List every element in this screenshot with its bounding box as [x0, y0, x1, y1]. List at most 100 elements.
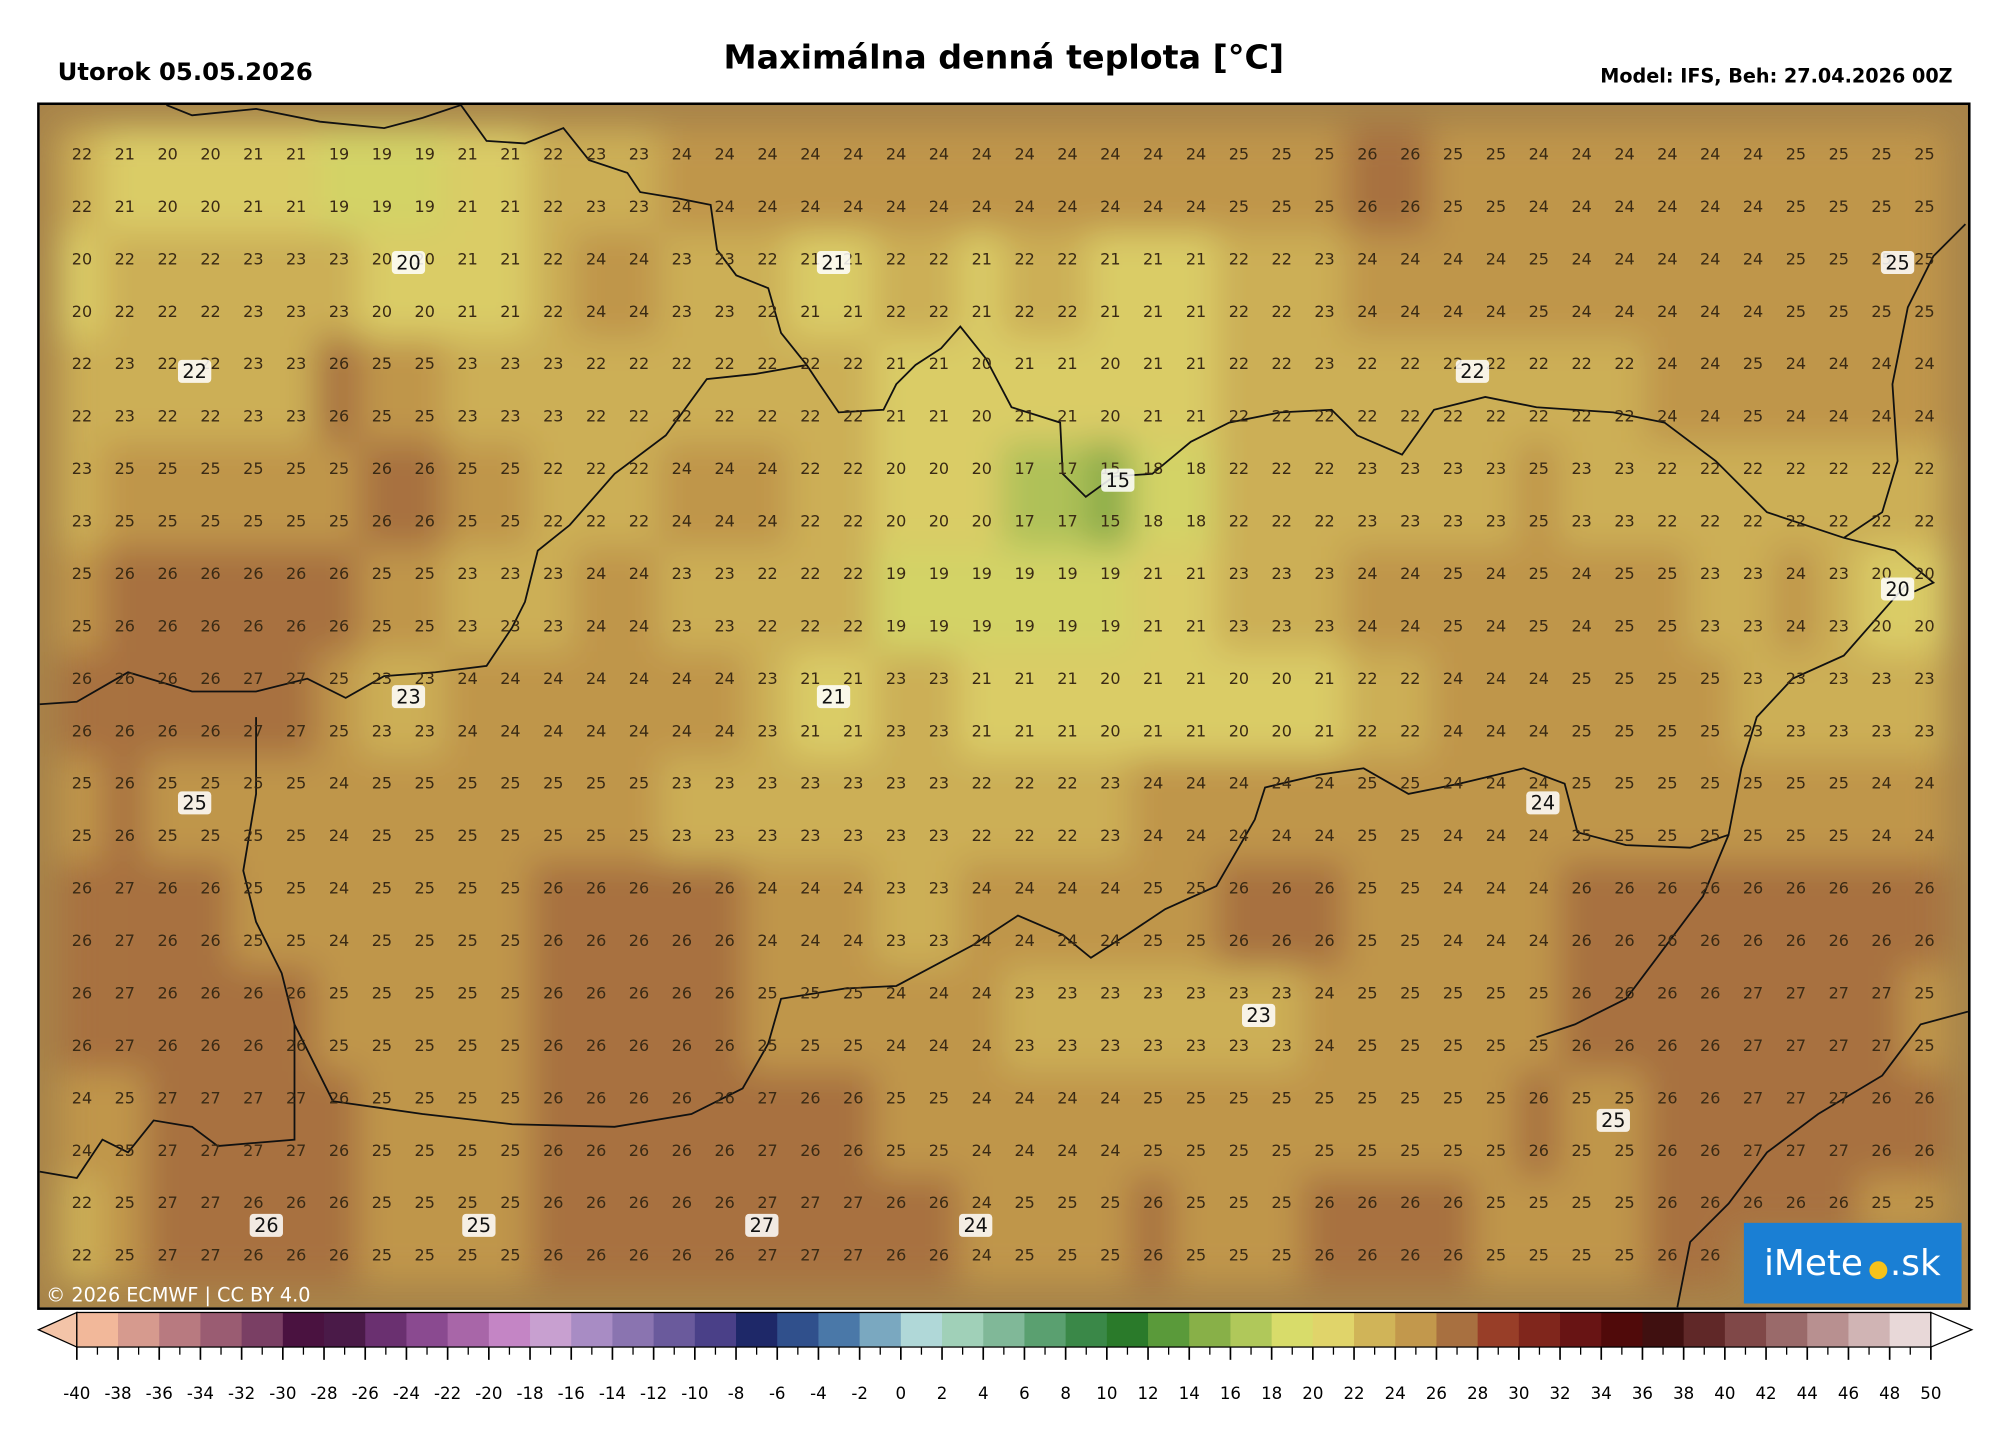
colorbar-segment	[1807, 1312, 1850, 1348]
grid-value: 25	[1871, 197, 1891, 216]
field-cell	[316, 1228, 362, 1284]
grid-value: 23	[372, 721, 392, 740]
grid-value: 24	[1786, 616, 1806, 635]
field-cell	[487, 1071, 534, 1127]
field-cell	[873, 179, 919, 235]
field-cell	[1001, 127, 1048, 183]
field-cell	[701, 494, 748, 550]
grid-value: 25	[1229, 1141, 1249, 1160]
grid-value: 22	[715, 407, 735, 426]
grid-value: 22	[200, 302, 220, 321]
grid-value: 21	[457, 249, 477, 268]
field-cell	[616, 1176, 662, 1232]
label-box	[1880, 577, 1915, 601]
grid-value: 25	[1529, 459, 1549, 478]
grid-value: 26	[1743, 931, 1763, 950]
grid-value: 21	[1186, 721, 1206, 740]
field-cell	[530, 1123, 576, 1179]
field-cell	[1216, 1228, 1262, 1284]
field-cell	[444, 442, 491, 498]
field-cell	[959, 337, 1005, 393]
field-cell	[1901, 704, 1948, 760]
grid-value: 25	[457, 1088, 477, 1107]
field-cell	[1687, 389, 1733, 445]
field-cell	[873, 599, 919, 655]
field-cell	[1516, 1018, 1562, 1074]
grid-value: 24	[1529, 774, 1549, 793]
field-cell	[659, 546, 705, 602]
grid-value: 21	[972, 721, 992, 740]
logo-box	[1743, 1222, 1962, 1304]
field-cell	[959, 232, 1005, 288]
grid-value: 25	[1786, 826, 1806, 845]
grid-value: 25	[1186, 1193, 1206, 1212]
grid-value: 21	[115, 144, 135, 163]
field-cell	[359, 1176, 405, 1232]
grid-value: 26	[329, 616, 349, 635]
grid-value: 25	[372, 564, 392, 583]
field-cell	[659, 756, 705, 812]
grid-value: 25	[1357, 931, 1377, 950]
grid-value: 27	[1871, 983, 1891, 1002]
colorbar-under	[36, 1311, 78, 1349]
grid-value: 21	[843, 669, 863, 688]
field-cell	[830, 1123, 876, 1179]
colorbar-segment	[1477, 1312, 1520, 1348]
grid-value: 26	[1914, 879, 1934, 898]
grid-value: 21	[886, 354, 906, 373]
grid-value: 22	[1786, 459, 1806, 478]
field-cell	[1687, 127, 1733, 183]
grid-value: 25	[1143, 1088, 1163, 1107]
grid-value: 27	[243, 669, 263, 688]
grid-value: 24	[1186, 197, 1206, 216]
grid-value: 26	[586, 931, 606, 950]
grid-value: 25	[500, 512, 520, 531]
field-cell	[1816, 756, 1862, 812]
grid-value: 24	[757, 931, 777, 950]
grid-value: 25	[1914, 249, 1934, 268]
field-cell	[1087, 127, 1134, 183]
grid-value: 23	[243, 407, 263, 426]
grid-value: 24	[715, 721, 735, 740]
field-cell	[1516, 704, 1562, 760]
field-cell	[102, 704, 148, 760]
field-cell	[916, 232, 962, 288]
field-cell	[1087, 337, 1134, 393]
field-cell	[273, 966, 319, 1022]
field-cell	[744, 337, 791, 393]
field-cell	[316, 232, 362, 288]
grid-value: 25	[415, 1088, 435, 1107]
field-cell	[144, 232, 191, 288]
grid-value: 25	[115, 1141, 135, 1160]
field-cell	[744, 546, 791, 602]
grid-value: 20	[1229, 721, 1249, 740]
grid-value: 21	[286, 197, 306, 216]
grid-value: 21	[843, 721, 863, 740]
field-cell	[1001, 914, 1048, 970]
grid-value: 22	[1057, 302, 1077, 321]
field-cell	[444, 599, 491, 655]
grid-value: 25	[1100, 1193, 1120, 1212]
field-cell	[402, 861, 448, 917]
field-cell	[230, 651, 277, 707]
grid-value: 23	[1700, 564, 1720, 583]
grid-value: 23	[1871, 669, 1891, 688]
field-cell	[1001, 651, 1048, 707]
field-cell	[1001, 337, 1048, 393]
field-cell	[830, 1228, 876, 1284]
grid-value: 26	[1743, 1193, 1763, 1212]
grid-value: 25	[415, 1246, 435, 1265]
field-cell	[1044, 232, 1091, 288]
grid-value: 26	[1829, 879, 1849, 898]
grid-value: 20	[972, 407, 992, 426]
grid-value: 26	[157, 721, 177, 740]
field-cell	[1001, 232, 1048, 288]
grid-value: 26	[1657, 1088, 1677, 1107]
field-cell	[959, 127, 1005, 183]
field-cell	[1044, 1071, 1091, 1127]
colorbar-segment	[1271, 1312, 1314, 1348]
grid-value: 23	[886, 931, 906, 950]
grid-value: 24	[1443, 774, 1463, 793]
field-cell	[1687, 1071, 1733, 1127]
grid-value: 23	[929, 931, 949, 950]
